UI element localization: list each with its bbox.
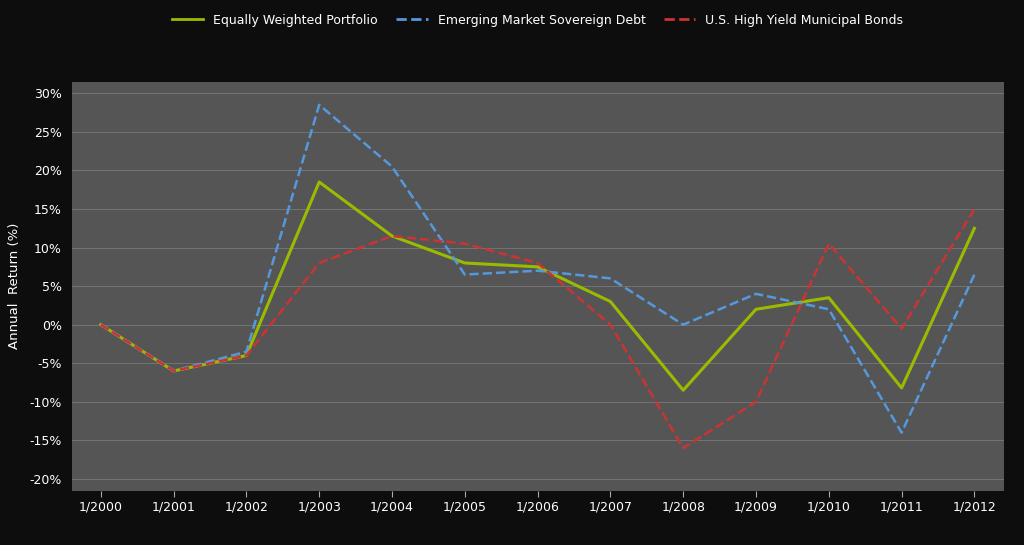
Emerging Market Sovereign Debt <box>531 268 544 274</box>
Equally Weighted Portfolio <box>459 260 471 267</box>
U.S. High Yield Municipal Bonds <box>895 325 907 332</box>
U.S. High Yield Municipal Bonds <box>750 398 762 405</box>
Line: Equally Weighted Portfolio: Equally Weighted Portfolio <box>100 182 975 390</box>
Emerging Market Sovereign Debt <box>822 306 835 312</box>
Emerging Market Sovereign Debt <box>386 164 398 170</box>
Legend: Equally Weighted Portfolio, Emerging Market Sovereign Debt, U.S. High Yield Muni: Equally Weighted Portfolio, Emerging Mar… <box>172 14 903 27</box>
U.S. High Yield Municipal Bonds <box>386 233 398 239</box>
Equally Weighted Portfolio <box>94 322 106 328</box>
U.S. High Yield Municipal Bonds <box>459 240 471 247</box>
Equally Weighted Portfolio <box>531 264 544 270</box>
Emerging Market Sovereign Debt <box>969 271 981 278</box>
U.S. High Yield Municipal Bonds <box>313 260 326 267</box>
Equally Weighted Portfolio <box>168 368 180 374</box>
Equally Weighted Portfolio <box>313 179 326 185</box>
Emerging Market Sovereign Debt <box>313 101 326 108</box>
Emerging Market Sovereign Debt <box>94 322 106 328</box>
U.S. High Yield Municipal Bonds <box>241 352 253 359</box>
Equally Weighted Portfolio <box>895 385 907 391</box>
U.S. High Yield Municipal Bonds <box>168 368 180 374</box>
Emerging Market Sovereign Debt <box>168 368 180 374</box>
Y-axis label: Annual  Return (%): Annual Return (%) <box>8 223 22 349</box>
Emerging Market Sovereign Debt <box>241 348 253 355</box>
Emerging Market Sovereign Debt <box>459 271 471 278</box>
Emerging Market Sovereign Debt <box>750 290 762 297</box>
Equally Weighted Portfolio <box>677 387 689 393</box>
Equally Weighted Portfolio <box>241 352 253 359</box>
U.S. High Yield Municipal Bonds <box>969 205 981 212</box>
Equally Weighted Portfolio <box>969 225 981 232</box>
Line: Emerging Market Sovereign Debt: Emerging Market Sovereign Debt <box>100 105 975 433</box>
Equally Weighted Portfolio <box>750 306 762 312</box>
Equally Weighted Portfolio <box>822 294 835 301</box>
U.S. High Yield Municipal Bonds <box>94 322 106 328</box>
U.S. High Yield Municipal Bonds <box>604 322 616 328</box>
Emerging Market Sovereign Debt <box>895 429 907 436</box>
Emerging Market Sovereign Debt <box>677 322 689 328</box>
Line: U.S. High Yield Municipal Bonds: U.S. High Yield Municipal Bonds <box>100 209 975 448</box>
U.S. High Yield Municipal Bonds <box>822 240 835 247</box>
U.S. High Yield Municipal Bonds <box>677 445 689 451</box>
Emerging Market Sovereign Debt <box>604 275 616 282</box>
U.S. High Yield Municipal Bonds <box>531 260 544 267</box>
Equally Weighted Portfolio <box>386 233 398 239</box>
Equally Weighted Portfolio <box>604 298 616 305</box>
